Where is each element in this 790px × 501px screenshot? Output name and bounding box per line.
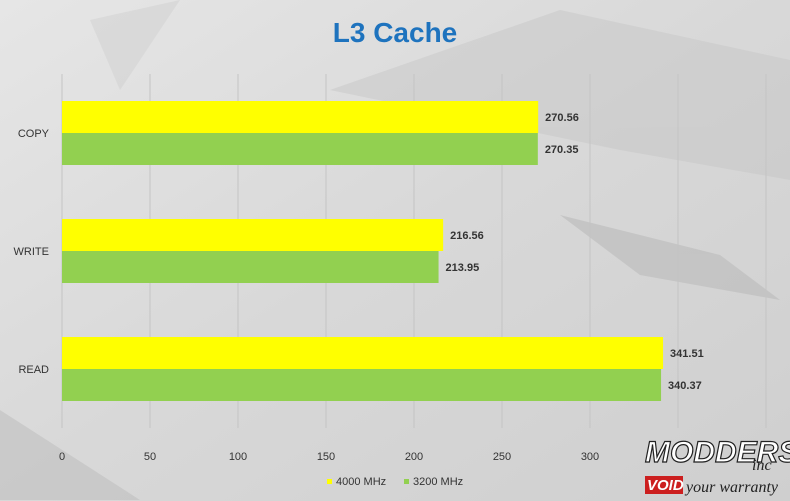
watermark-void: VOID — [647, 477, 684, 494]
x-tick-label: 100 — [229, 451, 247, 463]
x-tick-label: 300 — [581, 451, 599, 463]
watermark-tagline: your warranty — [684, 479, 779, 496]
data-label: 213.95 — [446, 262, 480, 274]
x-tick-label: 50 — [144, 451, 156, 463]
data-label: 216.56 — [450, 230, 484, 242]
category-label: WRITE — [14, 246, 49, 258]
bar-4000-write — [62, 219, 444, 251]
legend-swatch-4000 — [327, 479, 332, 484]
category-label: COPY — [18, 128, 50, 140]
legend: 4000 MHz 3200 MHz — [327, 476, 463, 488]
legend-label-3200: 3200 MHz — [413, 476, 463, 488]
bars — [62, 101, 664, 401]
category-labels: COPY WRITE READ — [14, 128, 50, 376]
x-tick-label: 150 — [317, 451, 335, 463]
watermark-void-box — [645, 476, 683, 494]
data-label: 270.35 — [545, 144, 579, 156]
watermark-logo: MODDERS inc VOID your warranty — [644, 435, 790, 496]
chart-title: L3 Cache — [333, 17, 458, 48]
data-label: 270.56 — [545, 112, 579, 124]
watermark-inc: inc — [752, 457, 772, 474]
x-tick-label: 200 — [405, 451, 423, 463]
x-tick-label: 0 — [59, 451, 65, 463]
x-tick-labels: 0 50 100 150 200 250 300 — [59, 451, 599, 463]
data-label: 341.51 — [670, 348, 704, 360]
bar-3200-read — [62, 369, 662, 401]
category-label: READ — [18, 364, 49, 376]
bar-4000-read — [62, 337, 664, 369]
data-label: 340.37 — [668, 380, 702, 392]
watermark-modders: MODDERS — [645, 436, 790, 469]
data-labels: 270.56 270.35 216.56 213.95 341.51 340.37 — [446, 112, 704, 392]
x-tick-label: 250 — [493, 451, 511, 463]
legend-swatch-3200 — [404, 479, 409, 484]
bar-3200-write — [62, 251, 439, 283]
legend-label-4000: 4000 MHz — [336, 476, 386, 488]
bar-4000-copy — [62, 101, 539, 133]
bar-3200-copy — [62, 133, 538, 165]
